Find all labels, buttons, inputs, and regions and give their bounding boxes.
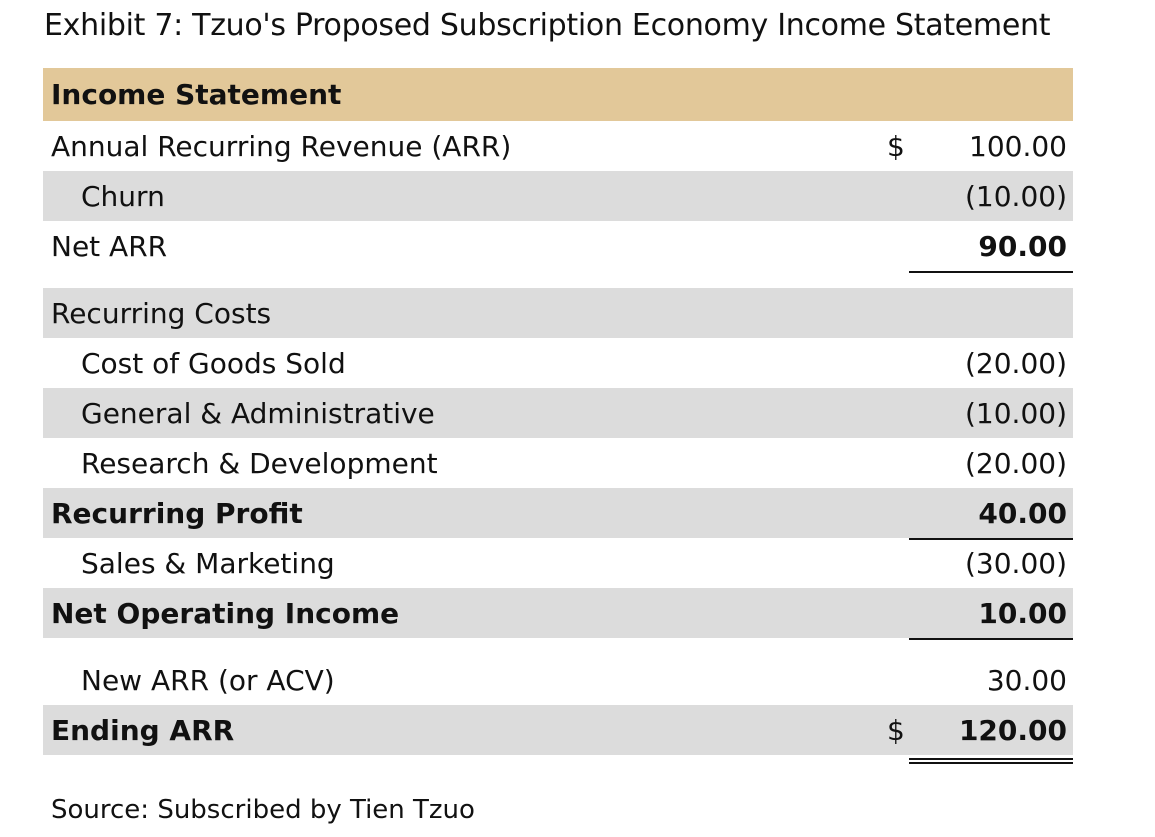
subtotal-rule: [909, 638, 1073, 640]
row-recurring-profit: Recurring Profit 40.00: [43, 488, 1073, 540]
row-arr: Annual Recurring Revenue (ARR) $ 100.00: [43, 121, 1073, 171]
row-value: (30.00): [964, 546, 1067, 580]
row-label: Recurring Profit: [51, 496, 303, 530]
row-ending-arr: Ending ARR $ 120.00: [43, 705, 1073, 764]
row-label: Recurring Costs: [51, 296, 272, 330]
row-churn: Churn (10.00): [43, 171, 1073, 221]
row-label: Sales & Marketing: [81, 546, 335, 580]
table-header: Income Statement: [43, 68, 1073, 121]
row-value: 120.00: [958, 713, 1067, 747]
row-label: Annual Recurring Revenue (ARR): [51, 129, 512, 163]
row-label: Ending ARR: [51, 713, 235, 747]
row-net-operating-income: Net Operating Income 10.00: [43, 588, 1073, 640]
row-value: 100.00: [969, 129, 1067, 163]
row-value: (10.00): [964, 179, 1067, 213]
subtotal-rule: [909, 538, 1073, 540]
row-value: (20.00): [964, 446, 1067, 480]
source-note: Source: Subscribed by Tien Tzuo: [51, 795, 475, 825]
row-value: 10.00: [978, 596, 1067, 630]
row-net-arr: Net ARR 90.00: [43, 221, 1073, 273]
row-cogs: Cost of Goods Sold (20.00): [43, 338, 1073, 388]
row-label: Cost of Goods Sold: [81, 346, 346, 380]
row-rd: Research & Development (20.00): [43, 438, 1073, 488]
row-value: 90.00: [978, 229, 1067, 263]
row-label: New ARR (or ACV): [81, 663, 335, 697]
row-sales-marketing: Sales & Marketing (30.00): [43, 538, 1073, 588]
row-label: Churn: [81, 179, 165, 213]
row-value: 30.00: [986, 663, 1067, 697]
row-recurring-costs: Recurring Costs: [43, 288, 1073, 338]
subtotal-rule: [909, 271, 1073, 273]
spacer: [43, 271, 1073, 288]
currency-symbol: $: [887, 713, 905, 747]
currency-symbol: $: [887, 129, 905, 163]
row-value: (20.00): [964, 346, 1067, 380]
row-ga: General & Administrative (10.00): [43, 388, 1073, 438]
row-value: (10.00): [964, 396, 1067, 430]
row-label: Research & Development: [81, 446, 438, 480]
row-label: General & Administrative: [81, 396, 435, 430]
spacer: [43, 638, 1073, 655]
income-statement-table: Income Statement Annual Recurring Revenu…: [43, 68, 1073, 764]
row-new-arr: New ARR (or ACV) 30.00: [43, 655, 1073, 705]
exhibit-title: Exhibit 7: Tzuo's Proposed Subscription …: [44, 8, 1051, 43]
total-double-rule: [909, 758, 1073, 764]
row-label: Net ARR: [51, 229, 168, 263]
row-value: 40.00: [978, 496, 1067, 530]
row-label: Net Operating Income: [51, 596, 400, 630]
